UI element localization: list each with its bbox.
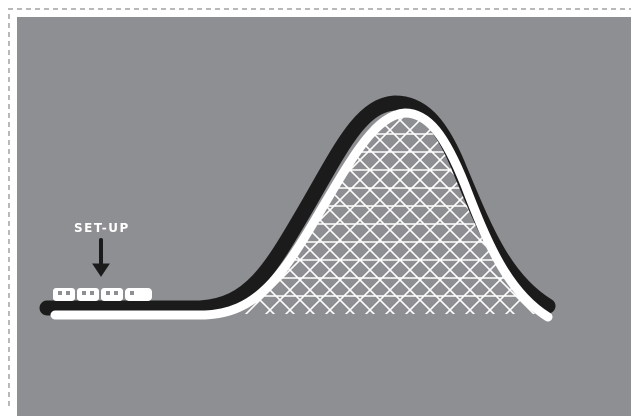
coaster-track (50, 108, 553, 322)
arrow-down-icon (92, 238, 110, 277)
stage-label: SET-UP (74, 221, 130, 235)
roller-coaster-diagram: SET-UP (17, 17, 631, 416)
coaster-train (53, 288, 152, 307)
